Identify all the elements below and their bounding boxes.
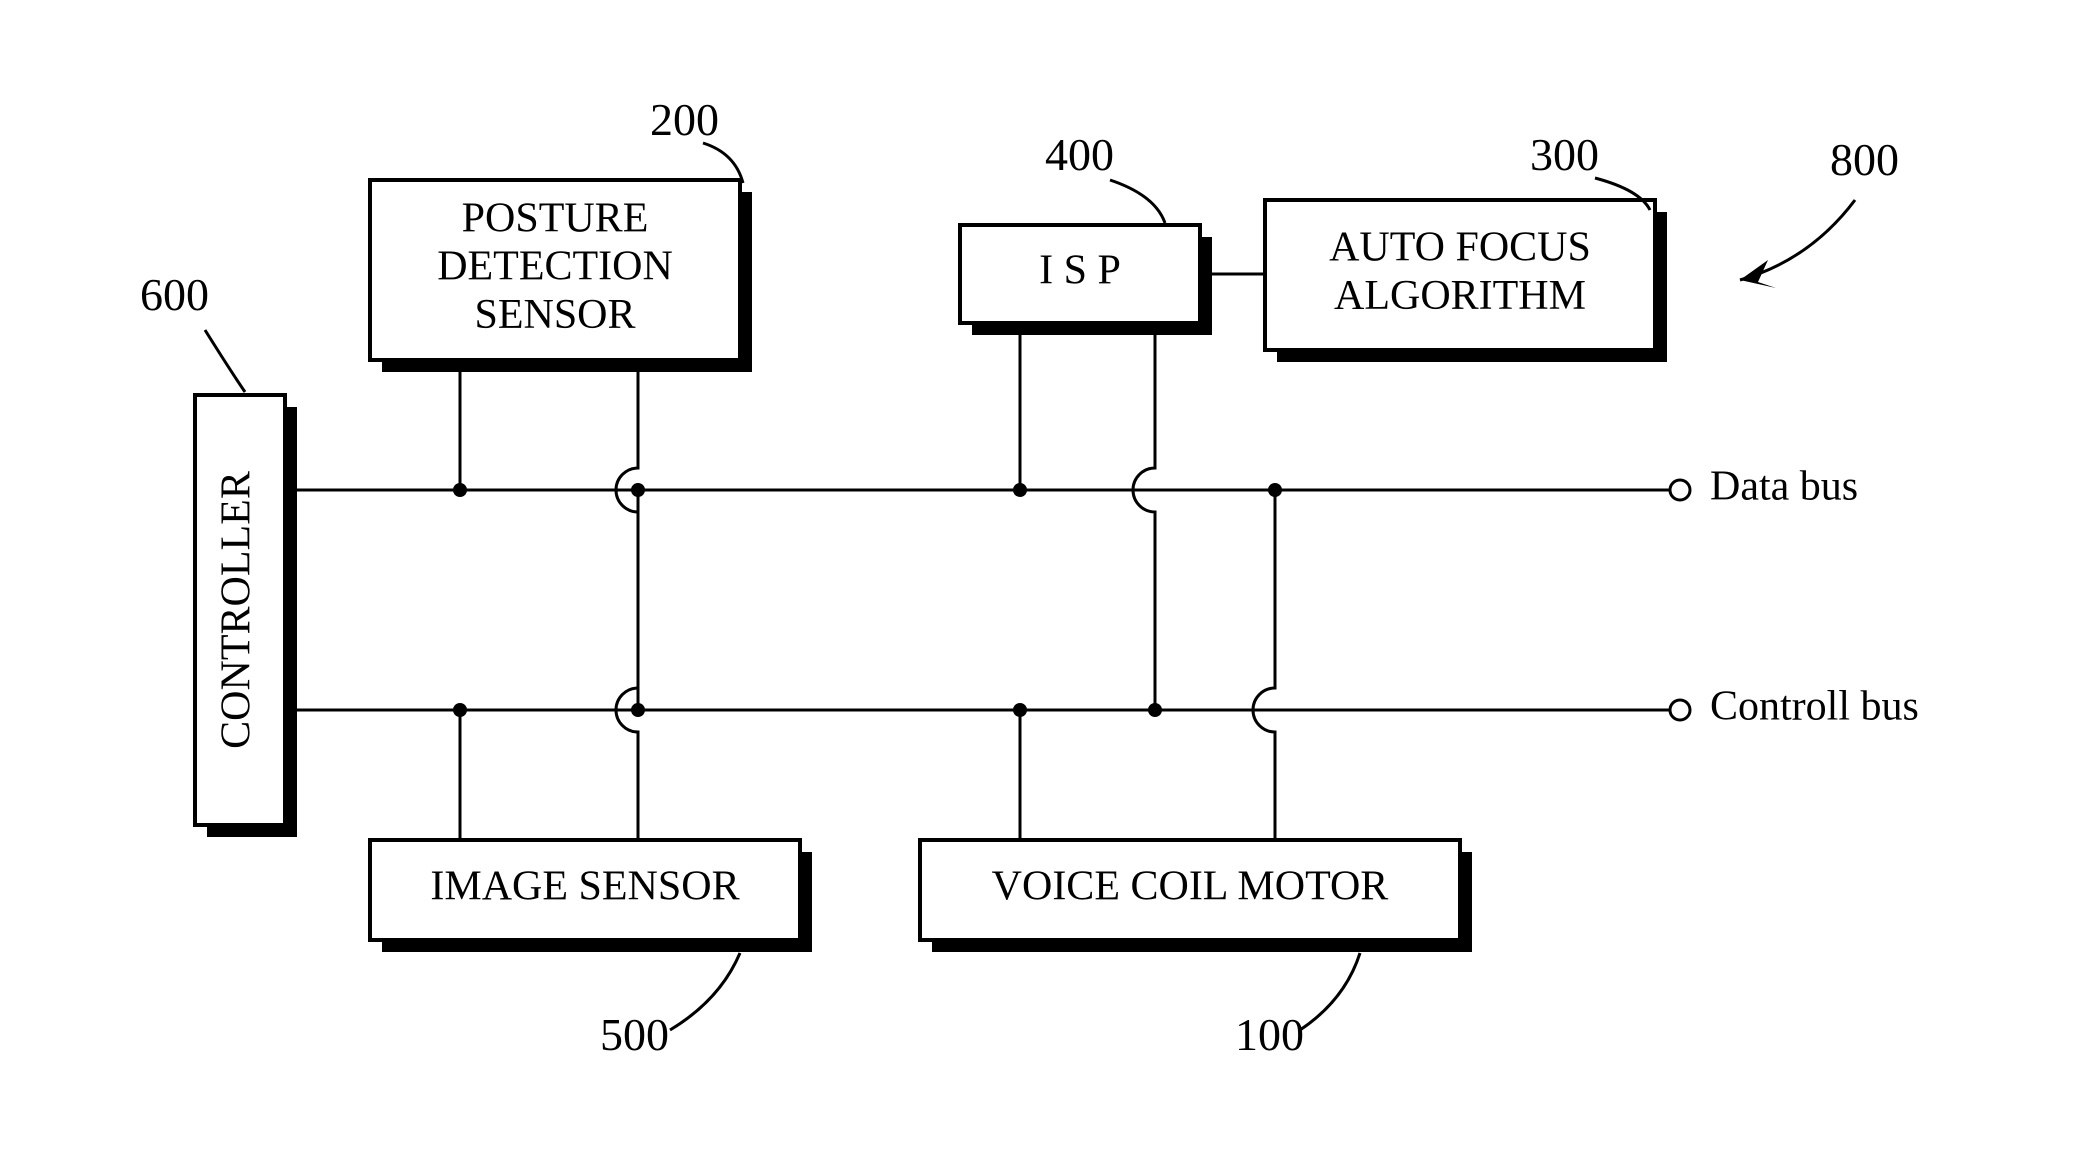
image-sensor-data-wire — [616, 490, 638, 840]
autofocus-label: ALGORITHM — [1334, 273, 1586, 319]
vcm-ref: 100 — [1235, 1009, 1304, 1060]
isp-label: I S P — [1039, 248, 1121, 294]
control-bus-label: Controll bus — [1710, 684, 1919, 730]
isp-control-wire — [1133, 335, 1155, 710]
posture-sensor-leader — [703, 143, 743, 183]
posture-control-wire — [616, 372, 638, 710]
vcm-data-wire-dot — [1268, 483, 1282, 497]
posture-control-wire-dot — [631, 703, 645, 717]
posture-sensor-label: DETECTION — [437, 244, 673, 290]
image-sensor-label: IMAGE SENSOR — [430, 864, 739, 910]
image-sensor-ref: 500 — [600, 1009, 669, 1060]
posture-data-wire-dot — [453, 483, 467, 497]
controller-label: CONTROLLER — [214, 471, 260, 749]
image-sensor-control-wire-dot — [453, 703, 467, 717]
isp-ref: 400 — [1045, 129, 1114, 180]
vcm-label: VOICE COIL MOTOR — [992, 864, 1389, 910]
autofocus-ref: 300 — [1530, 129, 1599, 180]
system-arrowhead — [1740, 260, 1776, 288]
posture-sensor-label: POSTURE — [462, 195, 649, 241]
image-sensor-leader — [670, 953, 740, 1030]
isp-data-wire-dot — [1013, 483, 1027, 497]
image-sensor-data-wire-dot — [631, 483, 645, 497]
system-ref: 800 — [1830, 134, 1899, 185]
isp-control-wire-dot — [1148, 703, 1162, 717]
data-bus-terminal — [1670, 480, 1690, 500]
vcm-control-wire-dot — [1013, 703, 1027, 717]
control-bus-terminal — [1670, 700, 1690, 720]
posture-sensor-label: SENSOR — [474, 292, 635, 338]
controller-ref: 600 — [140, 269, 209, 320]
posture-sensor-ref: 200 — [650, 94, 719, 145]
isp-leader — [1110, 180, 1165, 223]
data-bus-label: Data bus — [1710, 464, 1858, 510]
vcm-leader — [1300, 953, 1360, 1030]
autofocus-label: AUTO FOCUS — [1329, 224, 1591, 270]
controller-leader — [205, 330, 245, 392]
vcm-data-wire — [1253, 490, 1275, 840]
